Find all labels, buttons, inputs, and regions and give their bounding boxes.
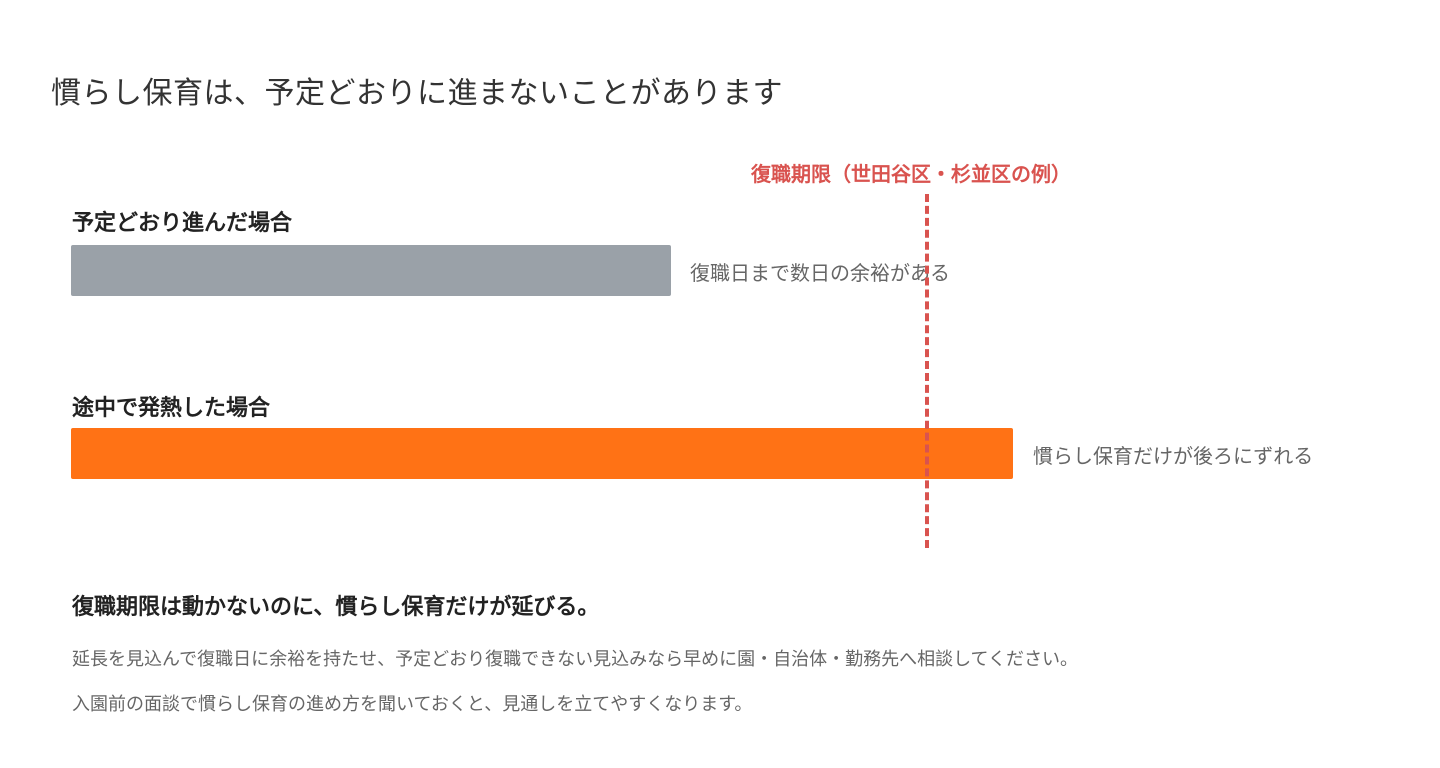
deadline-dashed-line — [925, 194, 929, 548]
scenario-label-fever: 途中で発熱した場合 — [72, 396, 271, 421]
deadline-label: 復職期限（世田谷区・杉並区の例） — [751, 162, 1071, 186]
summary-line-2: 入園前の面談で慣らし保育の進め方を聞いておくと、見通しを立てやすくなります。 — [72, 694, 753, 715]
scenario-note-fever: 慣らし保育だけが後ろにずれる — [1033, 444, 1314, 468]
scenario-bar-on-schedule — [71, 245, 671, 296]
scenario-note-on-schedule: 復職日まで数日の余裕がある — [690, 261, 950, 285]
scenario-label-on-schedule: 予定どおり進んだ場合 — [72, 211, 293, 236]
summary-line-1: 延長を見込んで復職日に余裕を持たせ、予定どおり復職できない見込みなら早めに園・自… — [72, 649, 1079, 670]
scenario-bar-fever — [71, 428, 1013, 479]
summary-heading: 復職期限は動かないのに、慣らし保育だけが延びる。 — [72, 595, 600, 620]
page-title: 慣らし保育は、予定どおりに進まないことがあります — [51, 76, 783, 111]
